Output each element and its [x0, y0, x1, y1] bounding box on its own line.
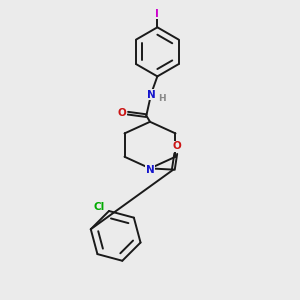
Text: N: N [146, 165, 154, 175]
Text: I: I [155, 9, 159, 19]
Text: O: O [172, 141, 182, 151]
Text: Cl: Cl [93, 202, 104, 212]
Text: N: N [147, 90, 156, 100]
Text: H: H [158, 94, 166, 103]
Text: O: O [117, 108, 126, 118]
